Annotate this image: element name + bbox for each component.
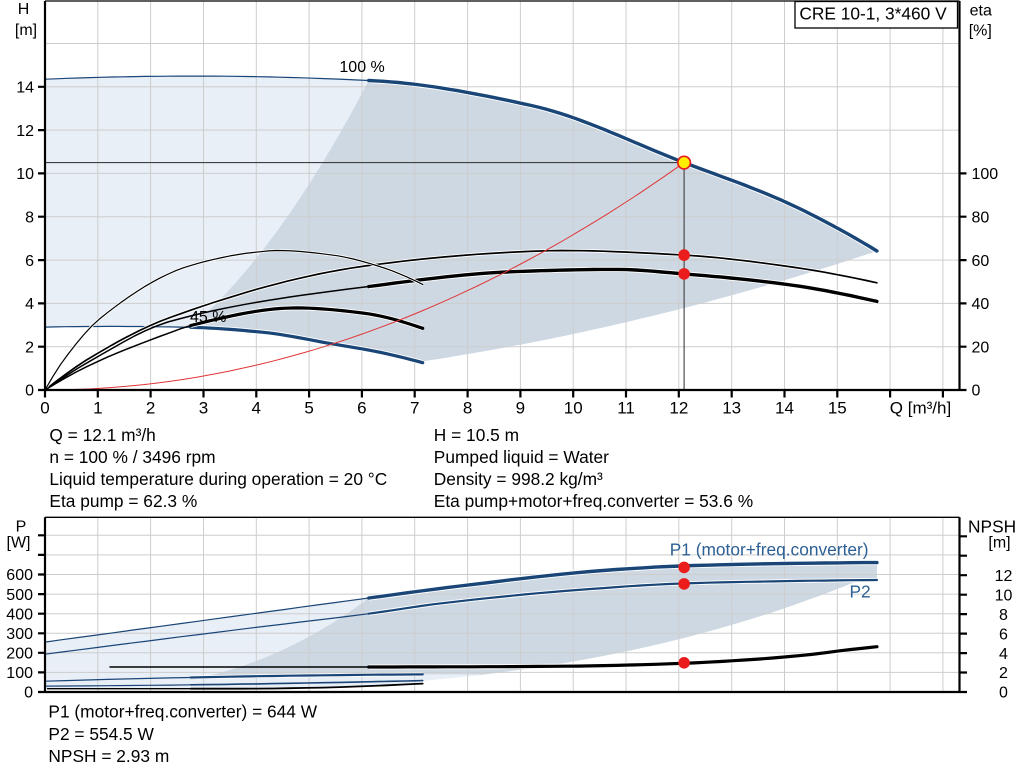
svg-text:60: 60 xyxy=(972,253,990,270)
svg-text:[m]: [m] xyxy=(988,535,1010,552)
svg-text:8: 8 xyxy=(25,209,34,226)
svg-text:12: 12 xyxy=(669,398,688,417)
svg-text:H = 10.5 m: H = 10.5 m xyxy=(434,425,519,445)
svg-text:P1 (motor+freq.converter): P1 (motor+freq.converter) xyxy=(670,540,869,560)
svg-text:0: 0 xyxy=(24,685,33,702)
svg-text:45 %: 45 % xyxy=(190,309,226,326)
svg-text:NPSH = 2.93 m: NPSH = 2.93 m xyxy=(48,746,169,766)
svg-text:2: 2 xyxy=(999,665,1008,682)
svg-text:6: 6 xyxy=(357,398,366,417)
svg-text:600: 600 xyxy=(6,567,33,584)
svg-text:P2 = 554.5 W: P2 = 554.5 W xyxy=(48,724,154,744)
svg-text:12: 12 xyxy=(16,123,34,140)
svg-text:7: 7 xyxy=(410,398,419,417)
svg-text:100 %: 100 % xyxy=(339,59,384,76)
svg-text:11: 11 xyxy=(617,398,635,417)
svg-text:6: 6 xyxy=(999,626,1008,643)
svg-text:0: 0 xyxy=(972,383,981,400)
svg-text:8: 8 xyxy=(999,607,1008,624)
svg-text:6: 6 xyxy=(25,253,34,270)
svg-text:20: 20 xyxy=(972,339,990,356)
svg-text:300: 300 xyxy=(6,626,33,643)
svg-text:400: 400 xyxy=(6,606,33,623)
svg-text:200: 200 xyxy=(6,646,33,663)
svg-text:[m]: [m] xyxy=(15,22,37,39)
svg-text:13: 13 xyxy=(722,398,741,417)
svg-text:15: 15 xyxy=(828,398,847,417)
svg-text:Pumped liquid = Water: Pumped liquid = Water xyxy=(434,447,609,467)
svg-text:4: 4 xyxy=(25,296,34,313)
svg-text:5: 5 xyxy=(304,398,313,417)
svg-text:Eta pump = 62.3 %: Eta pump = 62.3 % xyxy=(49,491,197,511)
svg-text:500: 500 xyxy=(6,587,33,604)
svg-text:Liquid temperature during oper: Liquid temperature during operation = 20… xyxy=(49,469,387,489)
svg-text:100: 100 xyxy=(6,665,33,682)
svg-text:0: 0 xyxy=(40,398,49,417)
svg-text:100: 100 xyxy=(972,166,999,183)
svg-text:14: 14 xyxy=(775,398,794,417)
svg-text:12: 12 xyxy=(995,568,1013,585)
svg-text:[%]: [%] xyxy=(969,23,992,40)
svg-text:Q = 12.1 m³/h: Q = 12.1 m³/h xyxy=(49,425,155,445)
svg-text:P: P xyxy=(16,519,27,536)
svg-text:14: 14 xyxy=(16,80,34,97)
svg-text:0: 0 xyxy=(999,685,1008,702)
svg-text:10: 10 xyxy=(16,166,34,183)
svg-text:Density = 998.2 kg/m³: Density = 998.2 kg/m³ xyxy=(434,469,603,489)
svg-text:n = 100 % / 3496 rpm: n = 100 % / 3496 rpm xyxy=(49,447,215,467)
svg-text:P1 (motor+freq.converter) = 64: P1 (motor+freq.converter) = 644 W xyxy=(48,702,317,722)
svg-text:CRE 10-1, 3*460 V: CRE 10-1, 3*460 V xyxy=(799,3,947,23)
svg-text:1: 1 xyxy=(93,398,102,417)
svg-text:10: 10 xyxy=(564,398,583,417)
svg-text:NPSH: NPSH xyxy=(968,517,1016,537)
svg-text:Eta pump+motor+freq.converter: Eta pump+motor+freq.converter = 53.6 % xyxy=(434,491,753,511)
svg-text:Q [m³/h]: Q [m³/h] xyxy=(890,398,951,417)
svg-text:4: 4 xyxy=(999,646,1008,663)
svg-text:[W]: [W] xyxy=(7,535,31,552)
svg-text:40: 40 xyxy=(972,296,990,313)
svg-text:2: 2 xyxy=(146,398,155,417)
svg-text:eta: eta xyxy=(970,3,992,20)
svg-text:H: H xyxy=(18,1,30,18)
svg-text:10: 10 xyxy=(995,587,1013,604)
svg-text:2: 2 xyxy=(25,339,34,356)
svg-text:P2: P2 xyxy=(850,582,871,602)
svg-text:80: 80 xyxy=(972,209,990,226)
svg-text:9: 9 xyxy=(516,398,525,417)
svg-text:8: 8 xyxy=(463,398,472,417)
svg-text:0: 0 xyxy=(25,383,34,400)
svg-text:3: 3 xyxy=(199,398,208,417)
svg-text:4: 4 xyxy=(252,398,261,417)
